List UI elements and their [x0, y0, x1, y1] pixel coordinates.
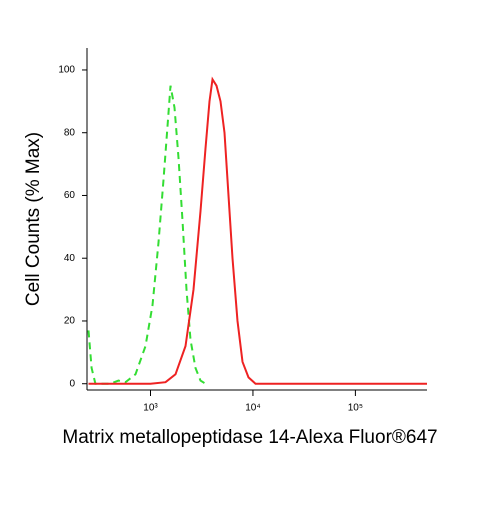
y-tick-label: 60	[64, 190, 76, 201]
x-tick-label: 10⁴	[245, 403, 260, 414]
y-axis-label: Cell Counts (% Max)	[23, 132, 44, 306]
y-tick-label: 80	[64, 127, 76, 138]
series-line	[88, 76, 427, 385]
x-axis-label: Matrix metallopeptidase 14-Alexa Fluor®6…	[62, 427, 437, 448]
y-tick-label: 0	[69, 378, 75, 389]
x-tick-label: 10³	[143, 403, 158, 414]
y-tick-label: 20	[64, 316, 76, 327]
y-tick-label: 40	[64, 253, 76, 264]
x-tick-label: 10⁵	[348, 403, 363, 414]
series-line	[87, 85, 207, 385]
y-tick-label: 100	[58, 65, 75, 76]
